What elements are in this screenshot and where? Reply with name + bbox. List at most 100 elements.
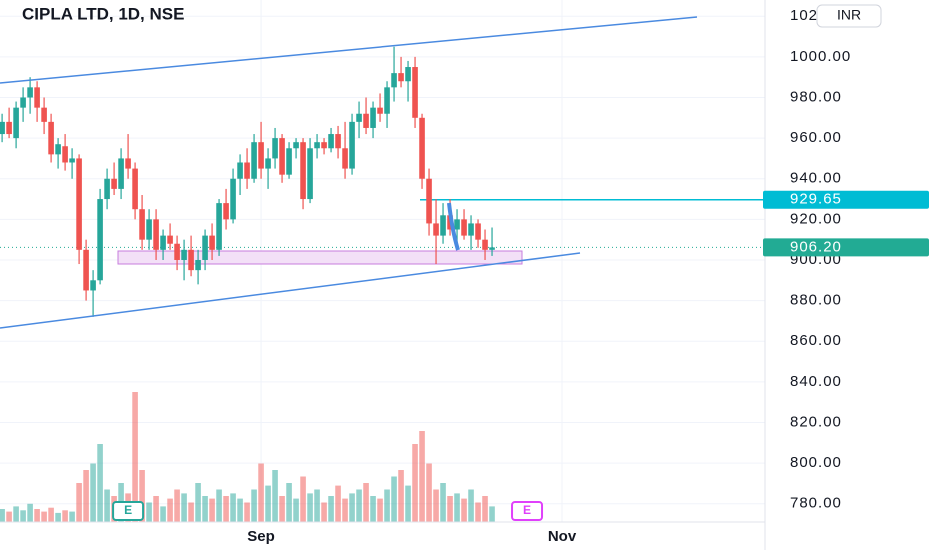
- currency-box[interactable]: [816, 4, 882, 28]
- candle-body: [48, 121, 54, 155]
- volume-bar: [41, 511, 47, 522]
- candle-body: [55, 144, 61, 155]
- candle-body: [377, 107, 383, 114]
- y-tick-label: 860.00: [790, 332, 842, 349]
- candle-body: [482, 239, 488, 250]
- y-tick-label: 960.00: [790, 129, 842, 146]
- candle-body: [83, 249, 89, 291]
- volume-bar: [244, 502, 250, 522]
- volume-bar: [62, 510, 68, 522]
- volume-bar: [349, 493, 355, 522]
- price-lines: [0, 199, 765, 248]
- candle-body: [475, 223, 481, 240]
- volume-bar: [391, 476, 397, 522]
- volume-bar: [97, 444, 103, 522]
- candle-body: [412, 67, 418, 118]
- volume-bar: [76, 483, 82, 522]
- earnings-label: E: [124, 503, 132, 517]
- volume-bar: [363, 483, 369, 522]
- volume-bar: [230, 493, 236, 522]
- volume-bar: [454, 493, 460, 522]
- candle-body: [370, 107, 376, 128]
- candle-body: [286, 148, 292, 175]
- arrow-annotation: [447, 202, 460, 251]
- candle-body: [76, 158, 82, 250]
- volume-bar: [195, 483, 201, 522]
- volume-bar: [20, 510, 26, 522]
- candle-body: [244, 162, 250, 179]
- candle-body: [97, 199, 103, 281]
- volume-bar: [440, 483, 446, 522]
- volume-bar: [13, 506, 19, 522]
- candle-body: [461, 219, 467, 236]
- volume-bar: [167, 498, 173, 522]
- volume-bar: [272, 470, 278, 522]
- volume-bar: [139, 470, 145, 522]
- volume-bar: [216, 489, 222, 522]
- volume-bar: [258, 463, 264, 522]
- candle-body: [398, 73, 404, 82]
- x-tick-label: Sep: [247, 528, 275, 545]
- chart-title: CIPLA LTD, 1D, NSE: [22, 4, 184, 23]
- candle-body: [342, 148, 348, 169]
- candle-body: [0, 121, 5, 135]
- volume-bar: [328, 496, 334, 522]
- price-label-box: [763, 238, 929, 257]
- volume-bar: [398, 470, 404, 522]
- volume-bar: [342, 498, 348, 522]
- candle-body: [90, 280, 96, 291]
- candle-body: [160, 235, 166, 250]
- volume-bar: [174, 489, 180, 522]
- candle-body: [349, 121, 355, 169]
- candle-body: [139, 209, 145, 240]
- volume-bar: [370, 496, 376, 522]
- candle-body: [27, 87, 33, 98]
- volume-bar: [286, 483, 292, 522]
- candle-body: [384, 87, 390, 114]
- earnings-label: E: [523, 503, 531, 517]
- volume-bar: [6, 511, 12, 522]
- volume-bar: [104, 489, 110, 522]
- price-label: 906.20: [790, 238, 842, 255]
- volume-bar: [181, 493, 187, 522]
- volume-bar: [34, 509, 40, 522]
- volume-bar: [48, 507, 54, 522]
- candle-body: [111, 178, 117, 189]
- earnings-badge: [511, 501, 544, 521]
- candle-body: [258, 142, 264, 169]
- candle-body: [153, 219, 159, 250]
- candle-body: [328, 134, 334, 149]
- y-tick-label: 780.00: [790, 495, 842, 512]
- candle-body: [62, 146, 68, 163]
- lower-trendline: [0, 252, 581, 329]
- candle-body: [13, 107, 19, 139]
- price-label-box: [763, 190, 929, 209]
- volume-bar: [251, 489, 257, 522]
- candle-body: [307, 148, 313, 200]
- volume-bar: [433, 489, 439, 522]
- candle-body: [209, 235, 215, 250]
- candle-body: [20, 97, 26, 108]
- volume-bar: [384, 489, 390, 522]
- candle-body: [167, 235, 173, 244]
- candle-body: [454, 219, 460, 230]
- candle-body: [34, 87, 40, 108]
- candle-body: [230, 178, 236, 220]
- candle-body: [6, 121, 12, 135]
- volume-bar: [356, 489, 362, 522]
- candle-body: [426, 178, 432, 224]
- candle-body: [202, 235, 208, 260]
- price-label: 929.65: [790, 191, 842, 208]
- candle-body: [118, 158, 124, 189]
- volume-bar: [237, 498, 243, 522]
- volume-bar: [475, 502, 481, 522]
- volume-bar: [69, 511, 75, 522]
- candle-body: [195, 259, 201, 271]
- candle-body: [293, 142, 299, 149]
- volume-bar: [55, 512, 61, 522]
- y-tick-label: 920.00: [790, 210, 842, 227]
- volume-bar: [160, 506, 166, 522]
- volume-bar: [335, 485, 341, 522]
- candle-body: [104, 178, 110, 200]
